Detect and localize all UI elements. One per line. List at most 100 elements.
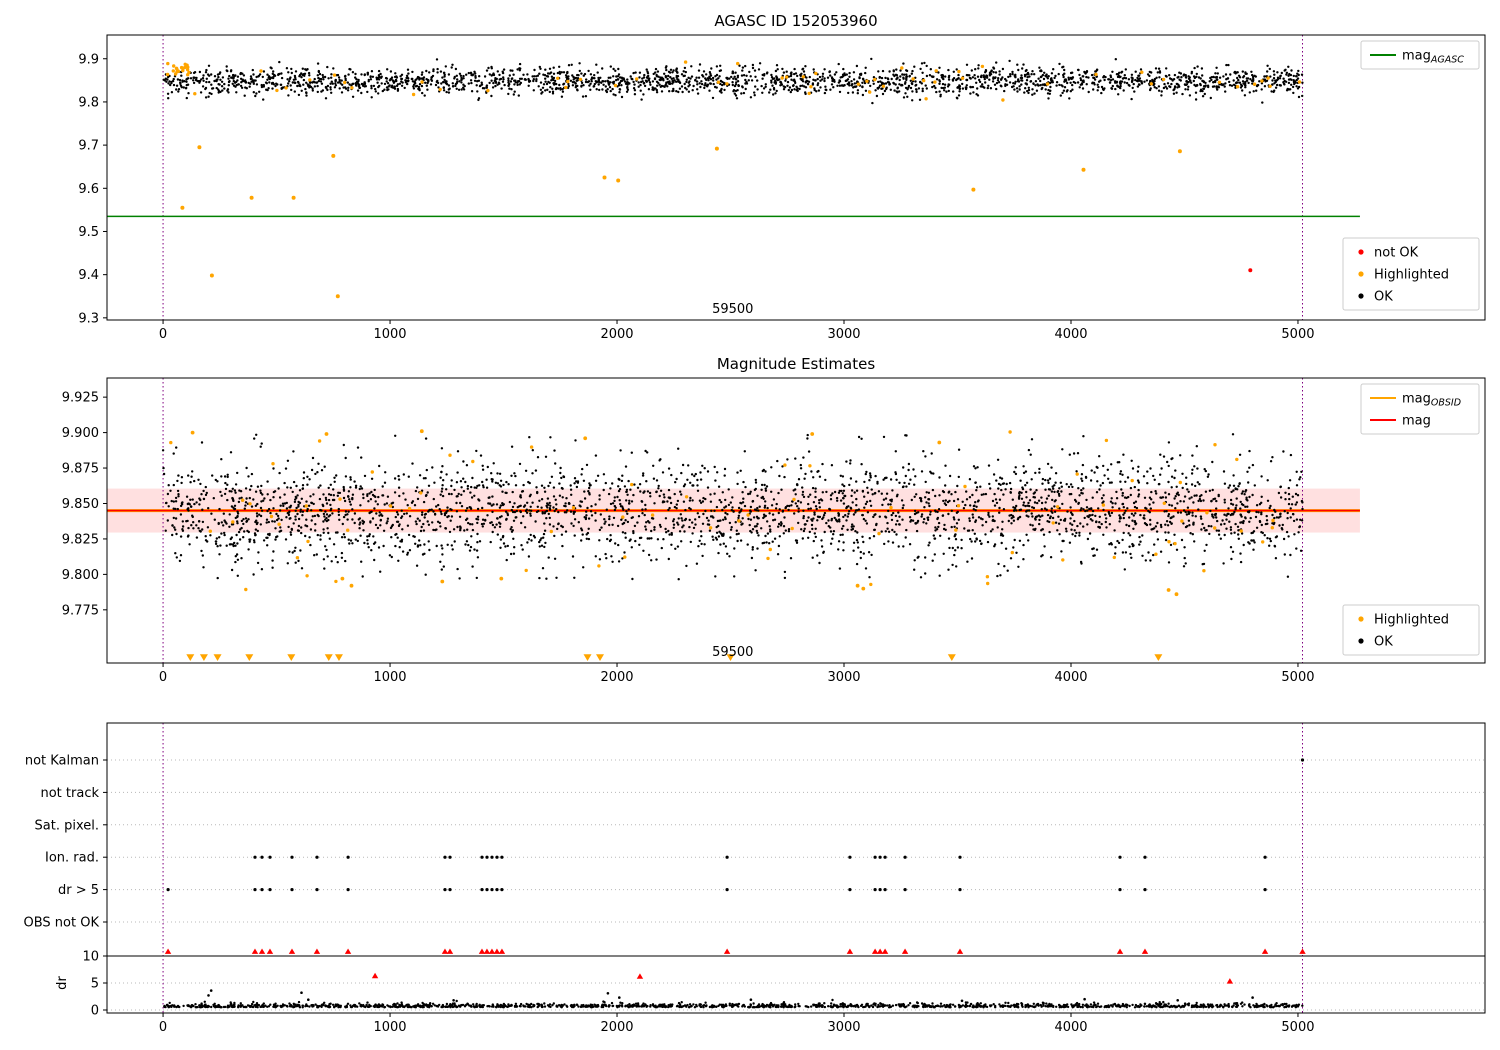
plot-mag-estimates: Magnitude Estimates 59500 0 1000 2000 3000 400… (62, 355, 1486, 685)
legend-label: OK (1374, 290, 1393, 305)
x-tick-label: 1000 (373, 327, 406, 342)
dr-high-marker (1226, 978, 1234, 984)
category-label: Sat. pixel. (35, 818, 99, 833)
dr-clipped-marker (493, 948, 501, 954)
axes (106, 34, 1486, 321)
vlines (162, 35, 1304, 320)
x-tick-label: 3000 (827, 670, 860, 685)
dr-clipped-marker (488, 948, 496, 954)
legend-box (1342, 237, 1480, 311)
x-tick-label: 5000 (1281, 1020, 1314, 1035)
dr-clipped-marker (871, 948, 879, 954)
legend-label: not OK (1374, 246, 1419, 261)
clipped-low-marker (583, 654, 592, 661)
x-tick-label: 1000 (373, 1020, 406, 1035)
y-tick-label: 9.6 (78, 182, 99, 197)
x-axis: 0 1000 2000 3000 4000 5000 (159, 663, 1315, 685)
ok-points (162, 57, 1304, 105)
category-label: not Kalman (25, 754, 99, 769)
vlines (162, 723, 1304, 1013)
secondary-axis-label: 59500 (712, 645, 753, 660)
legend-label: Highlighted (1374, 613, 1449, 628)
y-axis: 9.775 9.800 9.825 9.850 9.875 9.900 9.925 (62, 391, 107, 618)
dr-clipped-marker (344, 948, 352, 954)
x-tick-label: 0 (159, 670, 167, 685)
legend-mag-agasc: magAGASC (1360, 40, 1480, 70)
x-tick-label: 3000 (827, 1020, 860, 1035)
dr-clipped-marker (1141, 948, 1149, 954)
dr-clipped-marker (251, 948, 259, 954)
dr-clipped-marker (288, 948, 296, 954)
x-tick-label: 5000 (1281, 670, 1314, 685)
axes-box (106, 722, 1486, 1014)
dr-clipped-marker (498, 948, 506, 954)
clipped-low-marker (947, 654, 956, 661)
x-axis: 0 1000 2000 3000 4000 5000 (159, 1013, 1315, 1035)
dr-clipped-marker (956, 948, 964, 954)
ok-points (161, 433, 1304, 581)
plot-title-agasc: AGASC ID 152053960 (714, 12, 877, 30)
dr-clipped-marker (446, 948, 454, 954)
y-tick-label: 9.825 (62, 532, 99, 547)
dr-clipped-marker (901, 948, 909, 954)
dr-axis-label: dr (55, 976, 70, 990)
dr-clipped-marker (258, 948, 266, 954)
flag-points (166, 758, 1305, 892)
legend-markers-top: not OK Highlighted OK (1342, 237, 1480, 311)
x-axis: 0 1000 2000 3000 4000 5000 (159, 320, 1315, 342)
dr-clipped-marker (266, 948, 274, 954)
axes-box (106, 34, 1486, 321)
dr-high-marker (371, 972, 379, 979)
y-tick-label: 9.4 (78, 268, 99, 283)
y-tick-label: 9.875 (62, 462, 99, 477)
dr-clipped-marker (881, 948, 889, 954)
y-axis: 9.3 9.4 9.5 9.6 9.7 9.8 9.9 (78, 52, 107, 326)
x-tick-label: 1000 (373, 670, 406, 685)
x-tick-label: 0 (159, 327, 167, 342)
plot-agasc: AGASC ID 152053960 59500 0 1000 2000 3000 4000… (78, 12, 1486, 342)
y-tick-label: 9.8 (78, 95, 99, 110)
dr-points (163, 989, 1304, 1009)
dr-tick-label: 5 (91, 977, 99, 992)
legend-label: mag (1402, 414, 1431, 429)
clipped-low-marker (199, 654, 208, 661)
y-tick-label: 9.850 (62, 497, 99, 512)
clipped-low-marker (324, 654, 333, 661)
clipped-low-marker (186, 654, 195, 661)
gridlines (107, 759, 1485, 1011)
y-tick-label: 9.900 (62, 426, 99, 441)
legend-sample-marker (1358, 271, 1364, 277)
axes (106, 722, 1486, 1014)
x-tick-label: 3000 (827, 327, 860, 342)
clipped-low-marker (596, 654, 605, 661)
x-tick-label: 4000 (1054, 1020, 1087, 1035)
dr-clipped-marker (441, 948, 449, 954)
clipped-low-marker (245, 654, 254, 661)
y-tick-label: 9.3 (78, 311, 99, 326)
x-tick-label: 2000 (600, 670, 633, 685)
not-ok-points (1248, 268, 1253, 273)
plot-flags: not Kalman not track Sat. pixel. Ion. rad. d… (24, 722, 1486, 1035)
dr-clipped-marker (164, 948, 172, 954)
y-tick-label: 9.775 (62, 603, 99, 618)
axes (106, 377, 1486, 664)
clipped-low-marker (334, 654, 343, 661)
legend-sample-marker (1358, 293, 1364, 299)
dr-clipped-marker (1261, 948, 1269, 954)
clipped-low-markers (186, 654, 1163, 661)
category-label: OBS not OK (24, 916, 100, 931)
dr-clipped-marker (483, 948, 491, 954)
legend-label: OK (1374, 635, 1393, 650)
legend-box (1360, 40, 1480, 70)
clipped-low-marker (287, 654, 296, 661)
dr-tick-label: 0 (91, 1004, 99, 1019)
plot-title-mag: Magnitude Estimates (717, 355, 875, 373)
axes-box (106, 377, 1486, 664)
highlighted-points (165, 60, 1302, 299)
clipped-low-marker (1154, 654, 1163, 661)
dr-high-marker (636, 973, 644, 979)
secondary-axis-label: 59500 (712, 302, 753, 317)
highlighted-points (169, 429, 1275, 597)
dr-clipped-marker (313, 948, 321, 954)
legend-sample-marker (1358, 249, 1364, 255)
